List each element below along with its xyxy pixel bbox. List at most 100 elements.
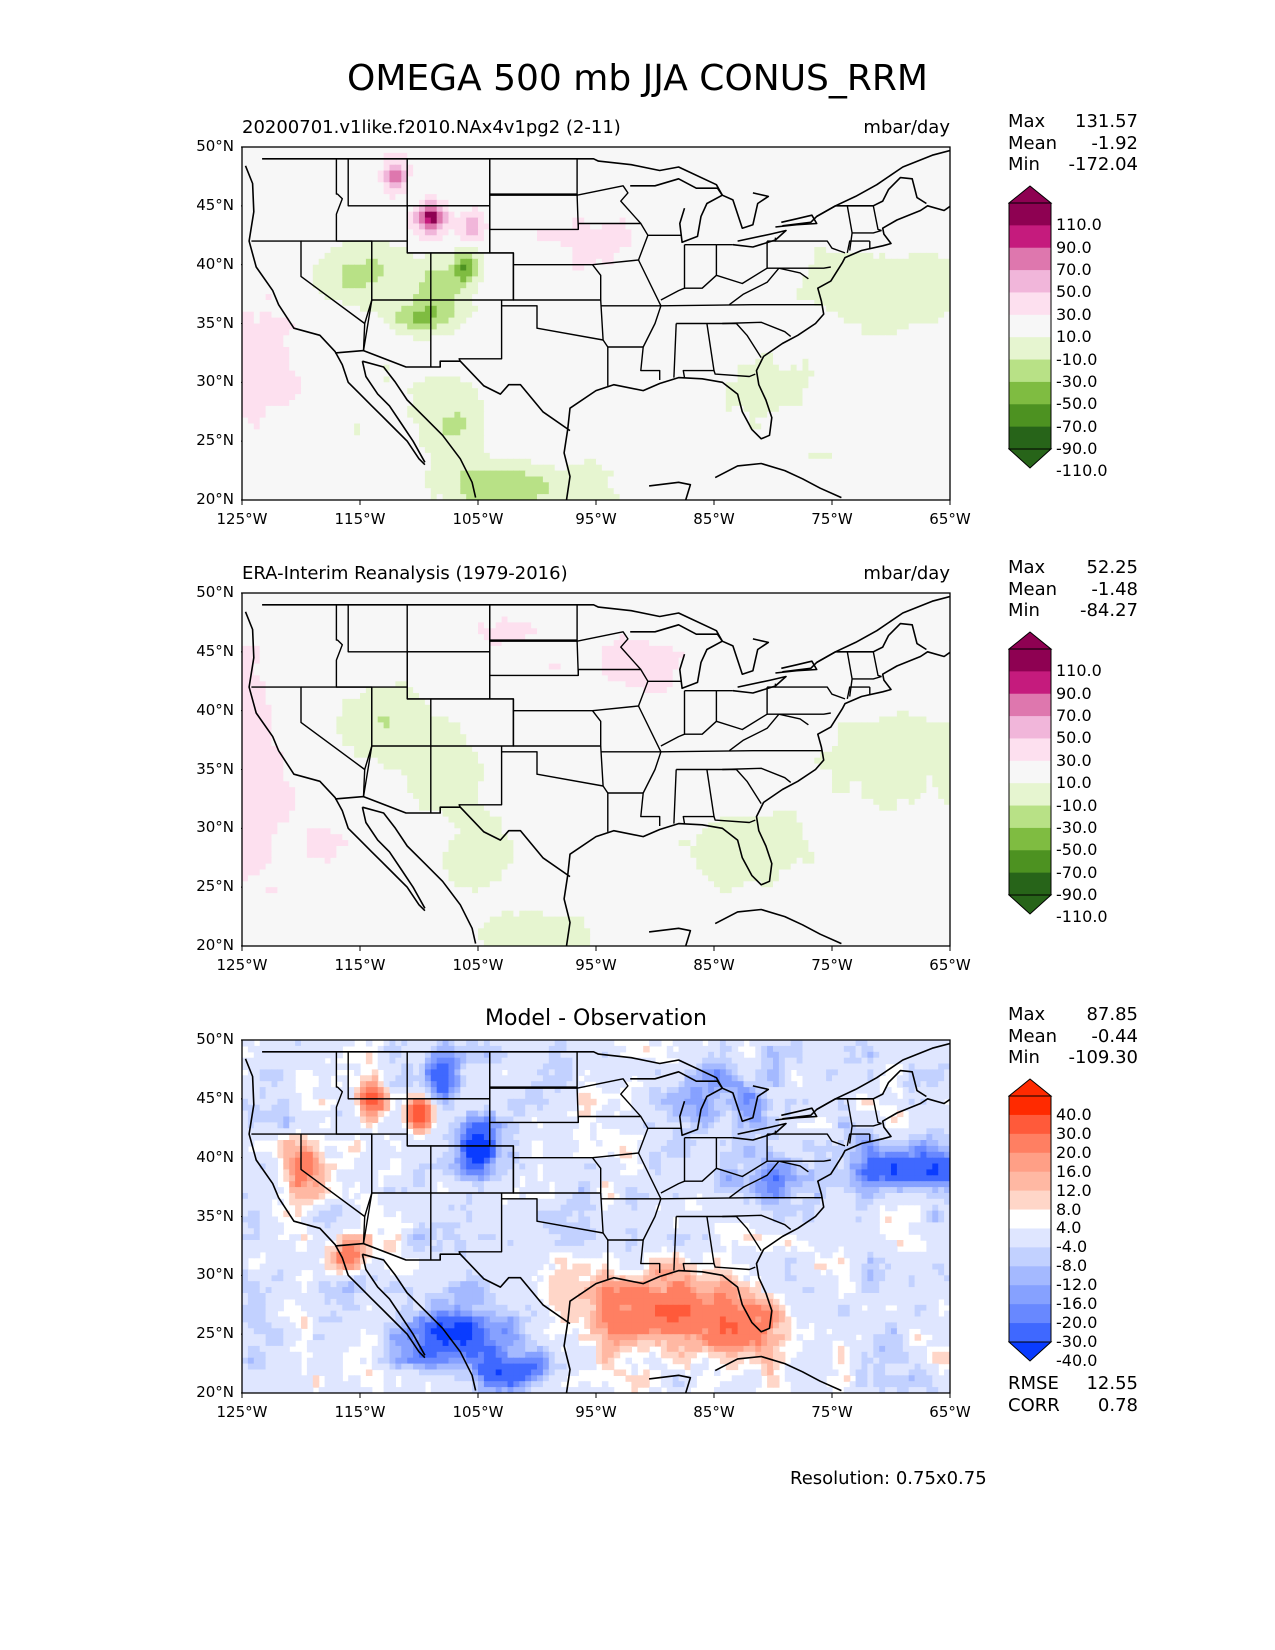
stat-label: CORR (1008, 1395, 1060, 1417)
colorbar-label: -20.0 (1056, 1313, 1097, 1332)
colorbar-bin (1009, 827, 1051, 851)
stat-value: -109.30 (1069, 1047, 1138, 1069)
state-border (716, 241, 768, 285)
colorbar-label: -70.0 (1056, 417, 1097, 436)
lon-tick-label: 125°W (202, 1403, 282, 1421)
colorbar-bin (1009, 671, 1051, 695)
lon-tick-label: 75°W (792, 1403, 872, 1421)
state-border (640, 1198, 662, 1273)
colorbar-bin (1009, 783, 1051, 807)
state-border (684, 690, 718, 735)
colorbar-bin (1009, 1190, 1051, 1211)
stat-mean: Mean -1.48 (1008, 579, 1138, 601)
country-border (782, 176, 927, 227)
colorbar-bin (1009, 1304, 1051, 1324)
lon-tick-label: 105°W (438, 1403, 518, 1421)
colorbar-extend-max (1008, 631, 1053, 650)
lat-tick-label: 40°N (180, 255, 234, 273)
colorbar-label: -110.0 (1056, 461, 1108, 480)
lat-tick-label: 20°N (180, 936, 234, 954)
colorbar-label: 8.0 (1056, 1200, 1081, 1219)
lat-tick-label: 30°N (180, 1265, 234, 1283)
stat-value: 12.55 (1086, 1373, 1138, 1395)
country-border (335, 349, 571, 432)
stat-label: Max (1008, 557, 1045, 579)
coastline (244, 165, 426, 466)
state-border (458, 1198, 503, 1255)
lat-tick-label: 40°N (180, 1148, 234, 1166)
stat-corr: CORR 0.78 (1008, 1395, 1138, 1417)
colorbar-bin (1009, 1171, 1051, 1192)
colorbar-bin (1009, 270, 1051, 293)
coastline (732, 675, 787, 694)
state-border (673, 1216, 677, 1271)
colorbar-bin (1009, 314, 1051, 338)
state-border (489, 604, 593, 712)
coastline (714, 462, 842, 499)
state-border (500, 1193, 604, 1234)
colorbar-label: 70.0 (1056, 706, 1092, 725)
colorbar-label: -30.0 (1056, 372, 1097, 391)
colorbar-bin (1009, 1266, 1051, 1286)
coastline (630, 624, 724, 690)
lat-tick-label: 35°N (180, 314, 234, 332)
colorbar-bin (1009, 426, 1051, 450)
coastline (721, 638, 770, 675)
state-border (722, 768, 762, 804)
state-border (660, 690, 686, 747)
colorbar-bin (1009, 225, 1051, 249)
colorbar-label: 12.0 (1056, 1181, 1092, 1200)
country-border (335, 795, 571, 878)
lat-tick-label: 50°N (180, 137, 234, 155)
lon-tick-label: 85°W (674, 956, 754, 974)
lat-tick-label: 45°N (180, 1089, 234, 1107)
panel-1-units: mbar/day (800, 117, 950, 138)
lon-tick-label: 75°W (792, 956, 872, 974)
state-border (713, 816, 756, 824)
lon-tick-label: 115°W (320, 956, 400, 974)
coastline (630, 178, 724, 244)
lat-tick-label: 35°N (180, 760, 234, 778)
coastline (362, 1253, 477, 1391)
state-border (640, 751, 662, 826)
state-border (852, 1122, 882, 1127)
stat-mean: Mean -0.44 (1008, 1026, 1138, 1048)
stat-label: Max (1008, 111, 1045, 133)
colorbar-bin (1009, 1133, 1051, 1154)
colorbar-label: -90.0 (1056, 885, 1097, 904)
panel-2-borders (244, 595, 950, 946)
state-border (767, 1159, 831, 1162)
colorbar-label: -40.0 (1056, 1351, 1097, 1370)
lon-tick-label: 85°W (674, 1403, 754, 1421)
state-border (713, 1263, 756, 1271)
colorbar-label: -8.0 (1056, 1256, 1087, 1275)
lon-tick-label: 65°W (910, 510, 990, 528)
stat-rmse: RMSE 12.55 (1008, 1373, 1138, 1395)
panel-3-title: Model - Observation (242, 1006, 950, 1031)
lon-tick-label: 105°W (438, 510, 518, 528)
resolution-label: Resolution: 0.75x0.75 (790, 1468, 987, 1489)
state-border (728, 1160, 809, 1199)
colorbar-label: -90.0 (1056, 439, 1097, 458)
colorbar-bin (1009, 1096, 1051, 1116)
panel-2-colorbar (1008, 631, 1053, 915)
state-border (660, 304, 823, 307)
stat-mean: Mean -1.92 (1008, 133, 1138, 155)
stat-max: Max 87.85 (1008, 1004, 1138, 1026)
colorbar-label: -50.0 (1056, 394, 1097, 413)
lon-tick-label: 65°W (910, 1403, 990, 1421)
colorbar-label: 50.0 (1056, 282, 1092, 301)
colorbar-bin (1009, 404, 1051, 428)
stat-label: Mean (1008, 579, 1057, 601)
state-border (251, 686, 366, 797)
state-border (600, 299, 609, 386)
state-border (852, 229, 882, 234)
state-border (846, 240, 870, 254)
coastline (362, 806, 477, 944)
colorbar-extend-min (1008, 1341, 1053, 1362)
colorbar-label: 110.0 (1056, 215, 1102, 234)
colorbar-label: -110.0 (1056, 907, 1108, 926)
state-border (660, 1197, 823, 1200)
colorbar-label: 30.0 (1056, 751, 1092, 770)
coastline (649, 481, 692, 500)
